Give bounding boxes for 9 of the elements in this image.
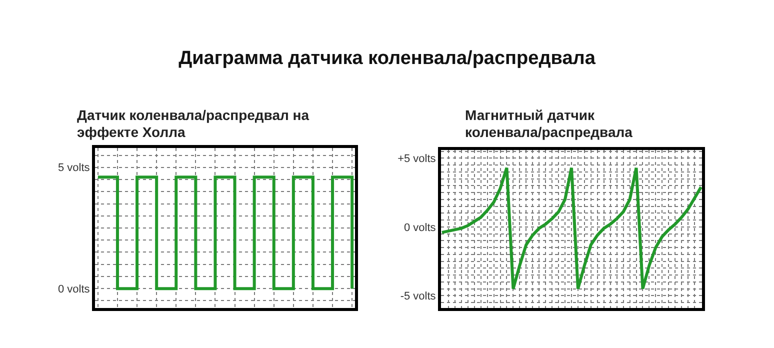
text: Диаграмма датчика коленвала/распредвала [178, 48, 596, 70]
y-tick-label: 0 volts [404, 222, 436, 234]
y-tick-label: 5 volts [58, 162, 90, 174]
y-tick-label: -5 volts [400, 290, 436, 302]
y-tick-label: 0 volts [58, 283, 90, 296]
chart-title: Датчик коленвала/распредвал на эффекте Холла [77, 107, 310, 141]
y-tick-label: +5 volts [398, 153, 436, 166]
chart-title: Магнитный датчик коленвала/распредвала [465, 107, 634, 141]
line-series [441, 166, 702, 290]
